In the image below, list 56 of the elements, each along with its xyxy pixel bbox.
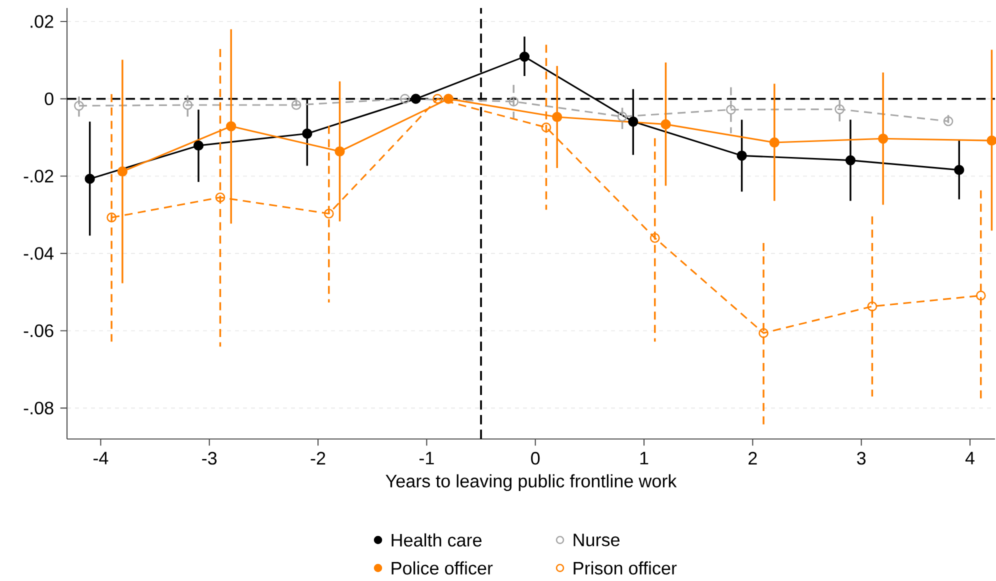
point	[541, 122, 552, 132]
y-tick-label: -.04	[24, 247, 54, 260]
y-tick-label: .02	[30, 15, 54, 28]
point	[650, 233, 660, 243]
point	[552, 112, 562, 122]
point	[106, 212, 116, 222]
point	[432, 94, 442, 104]
point	[508, 96, 519, 106]
x-axis-title: Years to leaving public frontline work	[386, 474, 677, 492]
y-tick-label: -.02	[24, 170, 54, 182]
x-tick-label: 2	[748, 452, 757, 464]
point	[617, 112, 628, 122]
x-tick-label: 3	[857, 452, 866, 465]
point	[182, 100, 193, 110]
x-tick-label: -4	[93, 452, 108, 464]
point	[986, 136, 996, 146]
point	[193, 140, 204, 151]
point	[443, 94, 454, 104]
point	[976, 290, 986, 301]
x-tick-label: -2	[310, 452, 326, 464]
legend-label: Nurse	[574, 534, 620, 546]
legend-label: Police officer	[392, 561, 493, 575]
x-tick-label: 0	[531, 452, 540, 465]
point	[74, 100, 84, 111]
point	[660, 119, 671, 130]
point	[324, 208, 334, 219]
point	[334, 146, 345, 156]
point	[519, 52, 530, 62]
legend-label: Health care	[392, 533, 482, 547]
point	[867, 301, 878, 312]
point	[726, 104, 736, 115]
x-tick-label: 1	[640, 452, 648, 464]
point	[84, 174, 95, 184]
x-tick-label: -1	[419, 452, 434, 464]
x-tick-label: 4	[965, 452, 974, 464]
point	[845, 155, 856, 166]
point	[769, 137, 780, 148]
point	[302, 128, 312, 139]
point	[834, 104, 845, 114]
point	[954, 164, 964, 176]
y-tick-label: -.08	[24, 402, 54, 414]
y-tick-label: -.06	[24, 324, 54, 338]
point	[117, 166, 128, 177]
point	[226, 121, 236, 132]
x-tick-label: -3	[202, 452, 217, 465]
point	[758, 328, 768, 338]
point	[628, 116, 638, 127]
point	[400, 94, 410, 104]
point	[291, 100, 302, 110]
point	[410, 94, 421, 104]
point	[736, 150, 747, 161]
point	[878, 134, 888, 144]
y-tick-label: 0	[44, 92, 54, 106]
point	[943, 116, 954, 126]
point	[215, 192, 226, 202]
legend-label: Prison officer	[574, 561, 677, 575]
